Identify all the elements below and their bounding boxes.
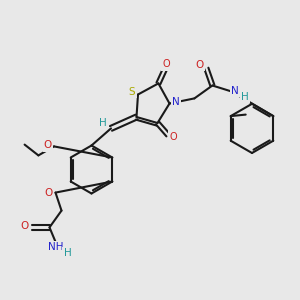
Text: O: O: [44, 140, 52, 151]
Text: NH: NH: [48, 242, 63, 252]
Text: O: O: [21, 221, 29, 231]
Text: O: O: [169, 131, 177, 142]
Text: N: N: [231, 86, 239, 96]
Text: O: O: [163, 59, 170, 70]
Text: H: H: [64, 248, 71, 258]
Text: S: S: [129, 87, 135, 97]
Text: H: H: [241, 92, 249, 102]
Text: N: N: [172, 97, 180, 107]
Text: O: O: [196, 60, 204, 70]
Text: H: H: [99, 118, 106, 128]
Text: O: O: [45, 188, 53, 199]
